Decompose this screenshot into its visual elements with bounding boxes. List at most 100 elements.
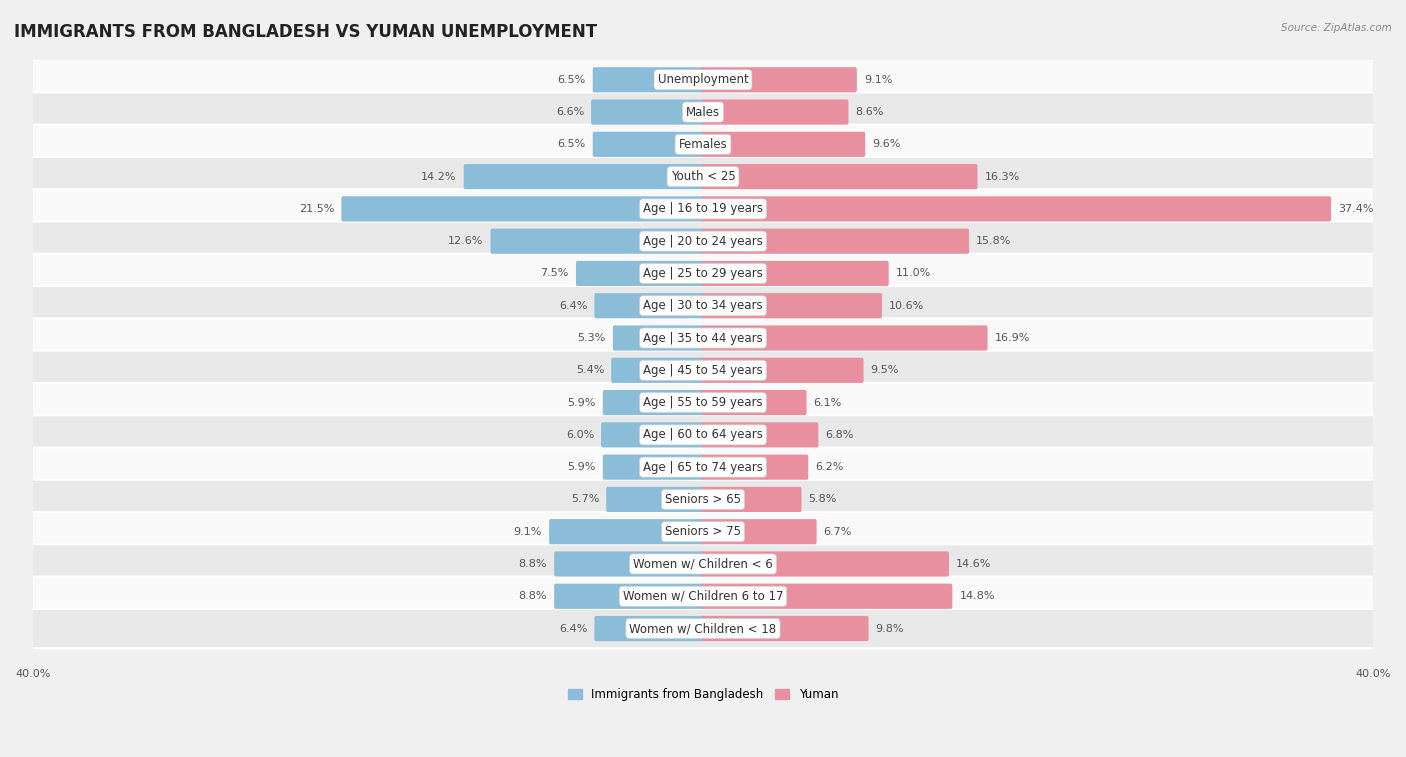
Text: 8.8%: 8.8%: [519, 559, 547, 569]
Text: Age | 20 to 24 years: Age | 20 to 24 years: [643, 235, 763, 248]
FancyBboxPatch shape: [602, 422, 704, 447]
Text: 5.9%: 5.9%: [568, 462, 596, 472]
Text: 6.2%: 6.2%: [815, 462, 844, 472]
FancyBboxPatch shape: [30, 609, 1376, 648]
FancyBboxPatch shape: [702, 551, 949, 577]
Text: 21.5%: 21.5%: [299, 204, 335, 214]
Text: 14.6%: 14.6%: [956, 559, 991, 569]
Text: Females: Females: [679, 138, 727, 151]
Text: 6.1%: 6.1%: [814, 397, 842, 407]
Text: 6.7%: 6.7%: [824, 527, 852, 537]
Text: 6.5%: 6.5%: [557, 139, 586, 149]
FancyBboxPatch shape: [30, 157, 1376, 196]
FancyBboxPatch shape: [491, 229, 704, 254]
FancyBboxPatch shape: [613, 326, 704, 350]
FancyBboxPatch shape: [30, 222, 1376, 261]
Text: 14.2%: 14.2%: [422, 172, 457, 182]
Text: Age | 45 to 54 years: Age | 45 to 54 years: [643, 364, 763, 377]
FancyBboxPatch shape: [702, 454, 808, 480]
FancyBboxPatch shape: [603, 454, 704, 480]
FancyBboxPatch shape: [702, 358, 863, 383]
FancyBboxPatch shape: [30, 286, 1376, 326]
FancyBboxPatch shape: [612, 358, 704, 383]
FancyBboxPatch shape: [30, 189, 1376, 229]
Text: 9.8%: 9.8%: [876, 624, 904, 634]
FancyBboxPatch shape: [702, 67, 856, 92]
FancyBboxPatch shape: [702, 261, 889, 286]
FancyBboxPatch shape: [606, 487, 704, 512]
FancyBboxPatch shape: [30, 415, 1376, 454]
Text: Women w/ Children < 18: Women w/ Children < 18: [630, 622, 776, 635]
FancyBboxPatch shape: [603, 390, 704, 415]
FancyBboxPatch shape: [593, 132, 704, 157]
FancyBboxPatch shape: [464, 164, 704, 189]
FancyBboxPatch shape: [30, 383, 1376, 422]
Text: 16.9%: 16.9%: [994, 333, 1031, 343]
FancyBboxPatch shape: [702, 164, 977, 189]
FancyBboxPatch shape: [702, 196, 1331, 222]
Text: Age | 60 to 64 years: Age | 60 to 64 years: [643, 428, 763, 441]
Text: 9.5%: 9.5%: [870, 366, 898, 375]
Text: 7.5%: 7.5%: [540, 269, 569, 279]
Text: Age | 55 to 59 years: Age | 55 to 59 years: [643, 396, 763, 409]
FancyBboxPatch shape: [30, 577, 1376, 616]
FancyBboxPatch shape: [30, 350, 1376, 390]
FancyBboxPatch shape: [30, 447, 1376, 487]
Text: 6.0%: 6.0%: [565, 430, 595, 440]
Text: 14.8%: 14.8%: [959, 591, 995, 601]
FancyBboxPatch shape: [702, 132, 865, 157]
Text: IMMIGRANTS FROM BANGLADESH VS YUMAN UNEMPLOYMENT: IMMIGRANTS FROM BANGLADESH VS YUMAN UNEM…: [14, 23, 598, 41]
Text: 5.8%: 5.8%: [808, 494, 837, 504]
FancyBboxPatch shape: [554, 551, 704, 577]
Text: 6.4%: 6.4%: [560, 301, 588, 310]
Text: 8.8%: 8.8%: [519, 591, 547, 601]
FancyBboxPatch shape: [593, 67, 704, 92]
Text: 9.1%: 9.1%: [513, 527, 543, 537]
FancyBboxPatch shape: [30, 254, 1376, 293]
FancyBboxPatch shape: [702, 390, 807, 415]
Text: 5.4%: 5.4%: [575, 366, 605, 375]
Text: Women w/ Children < 6: Women w/ Children < 6: [633, 557, 773, 571]
FancyBboxPatch shape: [576, 261, 704, 286]
Text: 6.5%: 6.5%: [557, 75, 586, 85]
FancyBboxPatch shape: [702, 99, 848, 125]
Text: 6.6%: 6.6%: [555, 107, 583, 117]
Text: Males: Males: [686, 105, 720, 119]
Text: Age | 25 to 29 years: Age | 25 to 29 years: [643, 267, 763, 280]
Text: 16.3%: 16.3%: [984, 172, 1019, 182]
Text: 9.6%: 9.6%: [872, 139, 901, 149]
Text: Youth < 25: Youth < 25: [671, 170, 735, 183]
Legend: Immigrants from Bangladesh, Yuman: Immigrants from Bangladesh, Yuman: [562, 683, 844, 706]
FancyBboxPatch shape: [30, 512, 1376, 551]
FancyBboxPatch shape: [30, 60, 1376, 99]
Text: Age | 35 to 44 years: Age | 35 to 44 years: [643, 332, 763, 344]
Text: Age | 30 to 34 years: Age | 30 to 34 years: [643, 299, 763, 312]
FancyBboxPatch shape: [702, 229, 969, 254]
Text: Women w/ Children 6 to 17: Women w/ Children 6 to 17: [623, 590, 783, 603]
Text: 5.3%: 5.3%: [578, 333, 606, 343]
FancyBboxPatch shape: [702, 616, 869, 641]
Text: 6.8%: 6.8%: [825, 430, 853, 440]
Text: Age | 65 to 74 years: Age | 65 to 74 years: [643, 461, 763, 474]
FancyBboxPatch shape: [702, 422, 818, 447]
FancyBboxPatch shape: [550, 519, 704, 544]
FancyBboxPatch shape: [595, 616, 704, 641]
Text: Age | 16 to 19 years: Age | 16 to 19 years: [643, 202, 763, 216]
Text: 10.6%: 10.6%: [889, 301, 924, 310]
FancyBboxPatch shape: [595, 293, 704, 319]
Text: 37.4%: 37.4%: [1339, 204, 1374, 214]
Text: 6.4%: 6.4%: [560, 624, 588, 634]
FancyBboxPatch shape: [30, 125, 1376, 164]
Text: Unemployment: Unemployment: [658, 73, 748, 86]
FancyBboxPatch shape: [702, 293, 882, 319]
Text: 11.0%: 11.0%: [896, 269, 931, 279]
FancyBboxPatch shape: [702, 584, 952, 609]
FancyBboxPatch shape: [702, 487, 801, 512]
FancyBboxPatch shape: [30, 92, 1376, 132]
Text: 15.8%: 15.8%: [976, 236, 1011, 246]
FancyBboxPatch shape: [30, 544, 1376, 584]
Text: Seniors > 65: Seniors > 65: [665, 493, 741, 506]
Text: Source: ZipAtlas.com: Source: ZipAtlas.com: [1281, 23, 1392, 33]
Text: 9.1%: 9.1%: [863, 75, 893, 85]
FancyBboxPatch shape: [554, 584, 704, 609]
